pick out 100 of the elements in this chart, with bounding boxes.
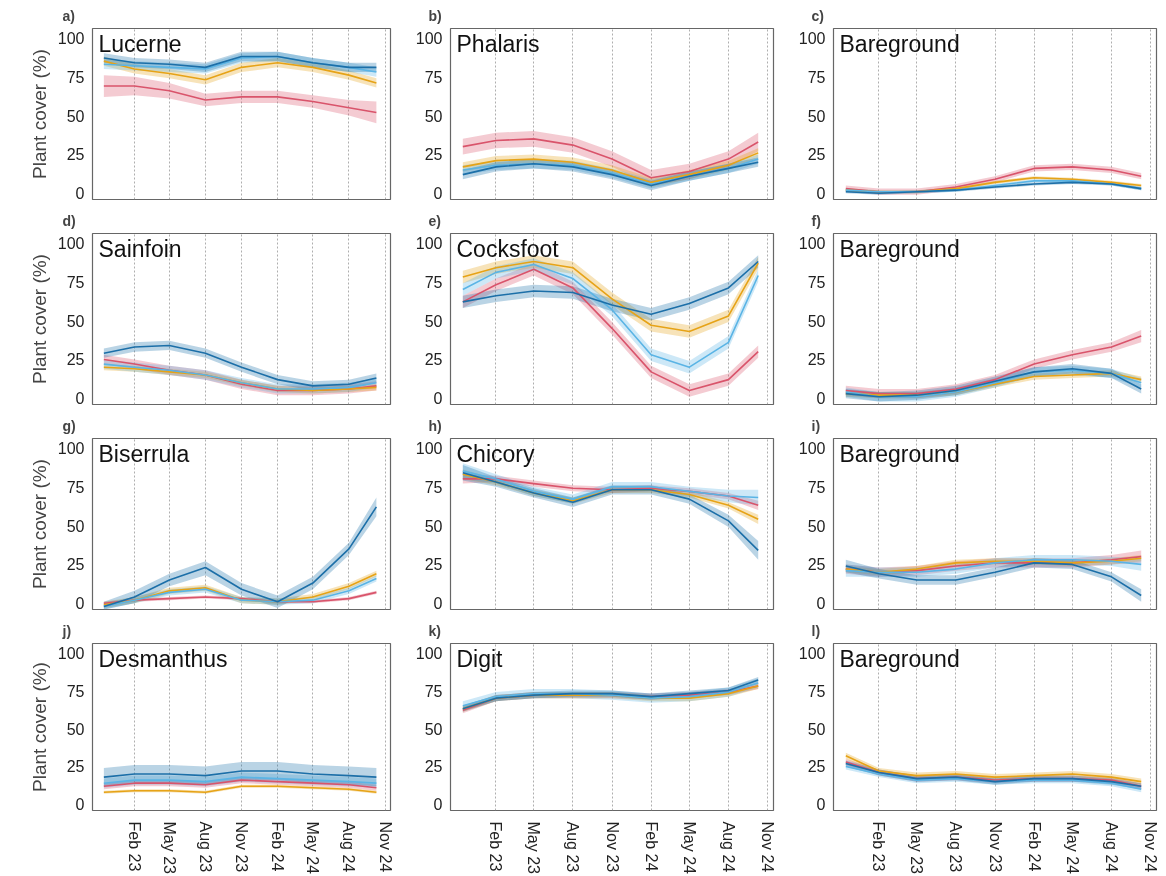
x-tick-label: May 23 [908, 821, 926, 875]
x-tick-label: May 23 [525, 821, 543, 875]
y-tick-label: 100 [415, 234, 443, 252]
y-tick-label: 50 [424, 107, 443, 125]
y-tick-label: 25 [66, 556, 85, 574]
line-series [103, 770, 378, 778]
y-axis-title: Plant cover (%) [28, 459, 50, 589]
y-tick-label: 100 [57, 644, 85, 662]
chart-title: h) [428, 417, 442, 434]
y-tick-label: 0 [75, 595, 85, 613]
y-tick-label: 100 [415, 439, 443, 457]
y-tick-label: 0 [75, 185, 85, 203]
y-tick-label: 100 [798, 234, 826, 252]
y-tick-label: 75 [66, 68, 85, 86]
y-tick-label: 100 [798, 29, 826, 47]
y-tick-label: 75 [807, 273, 826, 291]
y-tick-label: 75 [66, 478, 85, 496]
y-tick-label: 0 [433, 595, 443, 613]
x-tick-label: Aug 24 [340, 821, 358, 873]
x-tick-label: Nov 23 [986, 821, 1004, 873]
line-series [462, 470, 759, 500]
y-tick-label: 0 [75, 390, 85, 408]
y-tick-label: 75 [807, 478, 826, 496]
x-tick-label: Feb 24 [269, 821, 287, 872]
y-tick-label: 50 [66, 517, 85, 535]
y-tick-label: 25 [807, 758, 826, 776]
chart-subtitle: Bareground [839, 30, 960, 57]
chart-subtitle: Bareground [839, 235, 960, 262]
y-tick-label: 75 [424, 682, 443, 700]
y-tick-label: 0 [816, 390, 826, 408]
y-tick-label: 25 [424, 556, 443, 574]
y-tick-label: 50 [424, 720, 443, 738]
x-tick-label: Nov 23 [603, 821, 621, 873]
line-series [462, 138, 759, 179]
y-tick-label: 25 [424, 758, 443, 776]
line-series [103, 85, 378, 114]
chart-title: e) [428, 212, 441, 229]
y-tick-label: 0 [433, 185, 443, 203]
y-tick-label: 0 [433, 796, 443, 814]
x-tick-label: Feb 23 [487, 821, 505, 872]
x-tick-label: Aug 24 [1102, 821, 1120, 873]
x-tick-label: Feb 24 [642, 821, 660, 872]
x-tick-label: Aug 24 [719, 821, 737, 873]
y-tick-label: 25 [66, 146, 85, 164]
x-tick-label: Feb 23 [125, 821, 143, 872]
x-tick-label: May 24 [304, 821, 322, 875]
x-tick-label: Nov 23 [233, 821, 250, 873]
y-tick-label: 100 [57, 29, 85, 47]
chart-subtitle: Chicory [456, 440, 535, 467]
x-tick-label: Nov 24 [1142, 821, 1160, 873]
chart-subtitle: Digit [456, 645, 504, 672]
line-series [103, 776, 378, 784]
x-tick-label: Aug 23 [564, 821, 582, 873]
y-tick-label: 100 [798, 439, 826, 457]
y-tick-label: 25 [66, 758, 85, 776]
y-axis-title: Plant cover (%) [28, 49, 50, 179]
chart-subtitle: Bareground [839, 645, 960, 672]
y-tick-label: 25 [66, 351, 85, 369]
chart-title: f) [811, 212, 821, 229]
y-tick-label: 0 [433, 390, 443, 408]
y-tick-label: 75 [424, 478, 443, 496]
y-tick-label: 100 [57, 439, 85, 457]
y-tick-label: 75 [424, 273, 443, 291]
y-tick-label: 25 [807, 351, 826, 369]
chart-title: b) [428, 7, 442, 24]
chart-title: l) [811, 622, 821, 639]
y-tick-label: 50 [66, 107, 85, 125]
chart-subtitle: Cocksfoot [456, 235, 560, 262]
chart-subtitle: Phalaris [456, 30, 540, 57]
x-tick-label: Aug 23 [947, 821, 965, 873]
x-tick-label: May 24 [1063, 821, 1081, 875]
line-series [462, 471, 759, 552]
y-tick-label: 75 [424, 68, 443, 86]
x-tick-label: Nov 24 [376, 821, 394, 873]
y-tick-label: 100 [57, 234, 85, 252]
y-tick-label: 25 [424, 351, 443, 369]
y-axis-title: Plant cover (%) [28, 254, 50, 384]
x-tick-label: Nov 24 [759, 821, 777, 873]
chart-title: k) [428, 622, 441, 639]
chart-title: a) [62, 7, 75, 24]
y-tick-label: 50 [807, 720, 826, 738]
chart-subtitle: Biserrula [98, 440, 190, 467]
x-tick-label: May 23 [160, 821, 178, 875]
y-tick-label: 75 [66, 682, 85, 700]
chart-subtitle: Desmanthus [98, 645, 228, 672]
chart-title: i) [811, 417, 821, 434]
y-tick-label: 0 [816, 185, 826, 203]
y-tick-label: 50 [424, 517, 443, 535]
chart-subtitle: Sainfoin [98, 235, 182, 262]
y-tick-label: 75 [807, 68, 826, 86]
y-tick-label: 50 [807, 517, 826, 535]
y-tick-label: 75 [807, 682, 826, 700]
y-tick-label: 100 [798, 644, 826, 662]
chart-subtitle: Bareground [839, 440, 960, 467]
y-tick-label: 25 [424, 146, 443, 164]
y-tick-label: 100 [415, 644, 443, 662]
y-tick-label: 50 [807, 312, 826, 330]
chart-title: g) [62, 417, 76, 434]
y-tick-label: 25 [807, 146, 826, 164]
y-tick-label: 0 [816, 595, 826, 613]
